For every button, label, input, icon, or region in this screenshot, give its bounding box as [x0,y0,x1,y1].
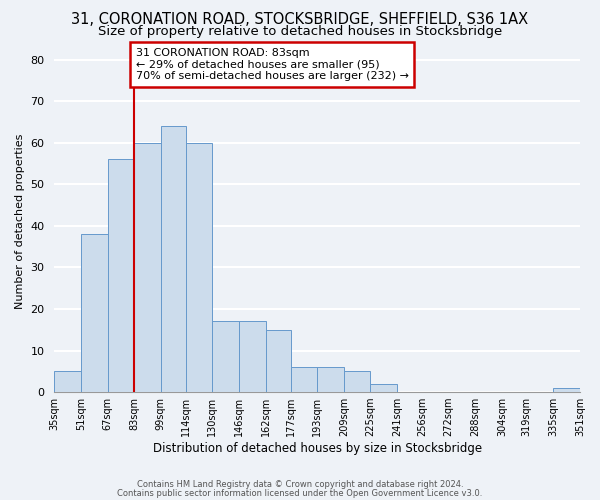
Bar [161,126,186,392]
Text: Contains HM Land Registry data © Crown copyright and database right 2024.: Contains HM Land Registry data © Crown c… [137,480,463,489]
Bar [266,330,290,392]
Bar [55,372,81,392]
Bar [134,143,161,392]
Bar [553,388,580,392]
Bar [186,143,212,392]
Bar [370,384,397,392]
X-axis label: Distribution of detached houses by size in Stocksbridge: Distribution of detached houses by size … [152,442,482,455]
Bar [317,367,344,392]
Bar [344,372,370,392]
Bar [81,234,107,392]
Text: Contains public sector information licensed under the Open Government Licence v3: Contains public sector information licen… [118,488,482,498]
Text: 31, CORONATION ROAD, STOCKSBRIDGE, SHEFFIELD, S36 1AX: 31, CORONATION ROAD, STOCKSBRIDGE, SHEFF… [71,12,529,28]
Bar [107,160,134,392]
Text: 31 CORONATION ROAD: 83sqm
← 29% of detached houses are smaller (95)
70% of semi-: 31 CORONATION ROAD: 83sqm ← 29% of detac… [136,48,409,81]
Bar [290,367,317,392]
Text: Size of property relative to detached houses in Stocksbridge: Size of property relative to detached ho… [98,25,502,38]
Bar [212,322,239,392]
Y-axis label: Number of detached properties: Number of detached properties [15,134,25,310]
Bar [239,322,266,392]
